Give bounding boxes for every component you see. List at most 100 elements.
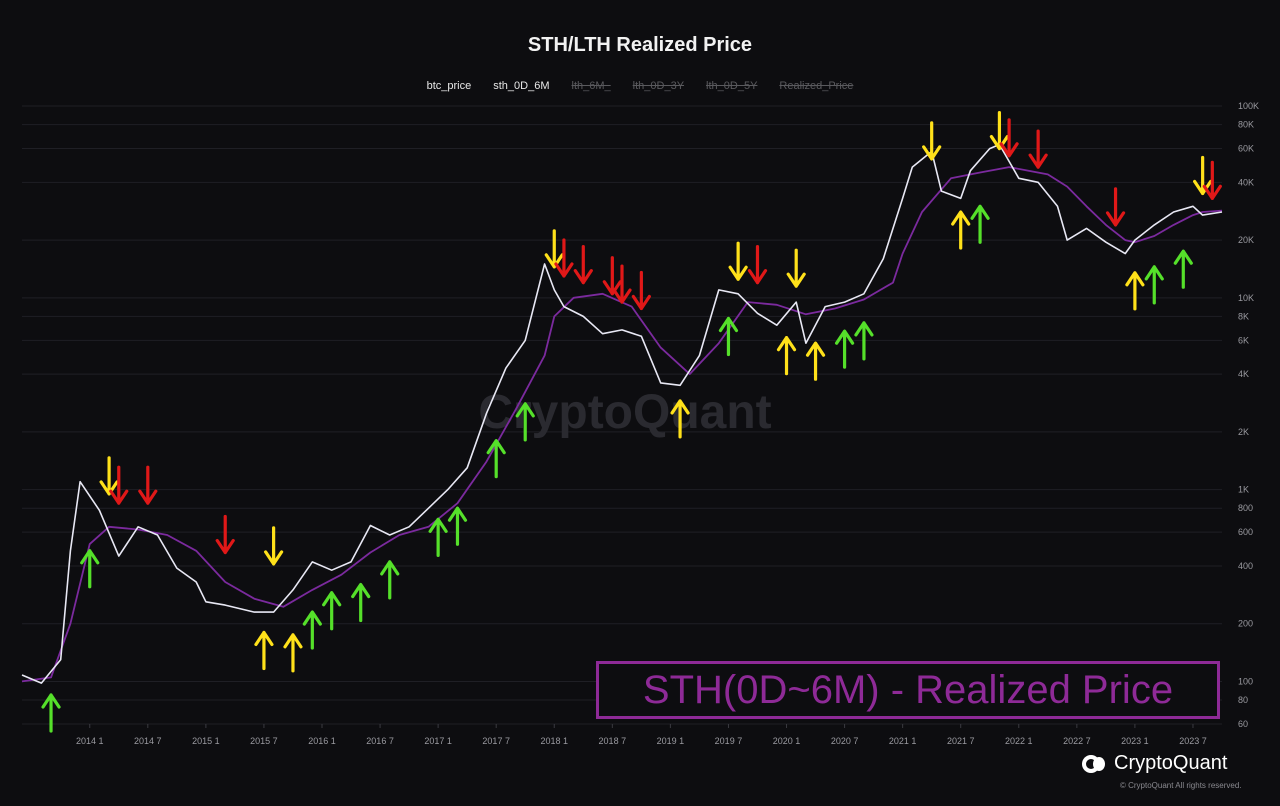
annotation-text: STH(0D~6M) - Realized Price: [642, 668, 1174, 712]
x-tick-label: 2022 7: [1063, 736, 1091, 746]
x-tick-label: 2014 7: [134, 736, 162, 746]
x-tick-label: 2019 1: [657, 736, 685, 746]
arrow-red-down: [573, 245, 593, 285]
arrow-yellow-down: [922, 121, 942, 161]
arrow-green-up: [80, 549, 100, 589]
arrow-red-down: [602, 256, 622, 296]
legend-item-realized-price[interactable]: Realized_Price: [779, 80, 854, 92]
arrow-red-down: [612, 264, 632, 304]
arrow-yellow-down: [1193, 155, 1213, 196]
annotation-box: STH(0D~6M) - Realized Price: [596, 661, 1220, 719]
arrow-red-down: [109, 465, 129, 505]
x-tick-label: 2022 1: [1005, 736, 1033, 746]
y-tick-label: 8K: [1238, 311, 1249, 321]
y-tick-label: 6K: [1238, 335, 1249, 345]
arrow-green-up: [834, 329, 855, 369]
arrow-green-up: [486, 439, 506, 479]
legend: btc_price sth_0D_6M lth_6M_ lth_0D_3Y lt…: [0, 80, 1280, 92]
x-tick-label: 2016 1: [308, 736, 336, 746]
brand-name: CryptoQuant: [1114, 752, 1228, 774]
arrow-green-up: [718, 316, 739, 357]
arrow-green-up: [970, 204, 990, 244]
x-tick-label: 2015 1: [192, 736, 220, 746]
x-tick-label: 2023 7: [1179, 736, 1207, 746]
arrow-red-down: [138, 465, 158, 505]
arrow-yellow-down: [786, 248, 806, 288]
arrow-green-up: [854, 321, 874, 361]
x-tick-label: 2021 7: [947, 736, 975, 746]
x-tick-label: 2023 1: [1121, 736, 1149, 746]
y-tick-label: 80: [1238, 695, 1248, 705]
x-tick-label: 2018 1: [540, 736, 568, 746]
arrow-green-up: [515, 402, 535, 442]
x-tick-label: 2017 7: [482, 736, 510, 746]
legend-item-lth-0d-5y[interactable]: lth_0D_5Y: [706, 80, 758, 92]
x-tick-label: 2015 7: [250, 736, 278, 746]
arrow-green-up: [1173, 249, 1193, 289]
series-line-sth-0d-6m: [21, 166, 1223, 683]
arrow-green-up: [428, 517, 448, 557]
cryptoquant-logo-icon: [1082, 753, 1108, 775]
arrow-markers: [41, 110, 1222, 733]
x-tick-label: 2016 7: [366, 736, 394, 746]
arrow-yellow-up: [951, 210, 971, 250]
y-tick-label: 600: [1238, 527, 1253, 537]
arrow-red-down: [1028, 129, 1048, 169]
arrow-yellow-up: [1125, 271, 1145, 311]
arrow-red-down: [631, 270, 651, 311]
arrow-yellow-up: [283, 633, 303, 673]
x-tick-label: 2020 1: [773, 736, 801, 746]
y-tick-label: 80K: [1238, 120, 1254, 130]
arrow-green-up: [41, 693, 61, 733]
chart-title: STH/LTH Realized Price: [527, 34, 753, 56]
arrow-red-down: [747, 245, 768, 285]
y-tick-label: 60K: [1238, 144, 1254, 154]
arrow-red-down: [215, 514, 235, 555]
y-axis-ticks: 60 80 100 200 400 600 800 1K 2K 4K 6K 8K 10K 20K 40K 60…: [1238, 101, 1259, 729]
arrow-red-down: [554, 238, 574, 278]
watermark: CryptoQuant: [478, 386, 771, 439]
legend-item-btc-price[interactable]: btc_price: [426, 80, 472, 92]
arrow-green-up: [380, 560, 400, 600]
x-tick-label: 2014 1: [76, 736, 104, 746]
y-tick-label: 2K: [1238, 427, 1249, 437]
legend-item-sth-0d-6m[interactable]: sth_0D_6M: [493, 80, 550, 92]
arrow-yellow-down: [99, 456, 119, 496]
arrow-green-up: [302, 610, 322, 650]
legend-item-lth-0d-3y[interactable]: lth_0D_3Y: [632, 80, 685, 92]
y-tick-label: 100K: [1238, 101, 1259, 111]
y-tick-label: 4K: [1238, 369, 1249, 379]
y-tick-label: 100: [1238, 676, 1253, 686]
arrow-yellow-up: [805, 341, 826, 381]
arrow-green-up: [351, 582, 371, 623]
arrow-yellow-down: [264, 526, 284, 566]
y-tick-label: 20K: [1238, 235, 1254, 245]
x-tick-label: 2020 7: [831, 736, 859, 746]
x-axis-ticks: 2014 1 2014 7 2015 1 2015 7 2016 1 2016 7 2017…: [76, 724, 1207, 746]
y-tick-label: 10K: [1238, 293, 1254, 303]
arrow-red-down: [999, 118, 1019, 158]
y-tick-label: 1K: [1238, 485, 1249, 495]
y-tick-label: 60: [1238, 719, 1248, 729]
arrow-red-down: [1202, 160, 1222, 200]
x-tick-label: 2017 1: [424, 736, 452, 746]
y-tick-label: 400: [1238, 561, 1253, 571]
legend-item-lth-6m[interactable]: lth_6M_: [571, 80, 611, 92]
x-tick-label: 2018 7: [599, 736, 627, 746]
series-line-btc-price: [21, 143, 1223, 684]
arrow-green-up: [322, 591, 342, 631]
arrow-yellow-up: [254, 630, 274, 671]
arrow-yellow-up: [776, 336, 797, 376]
arrow-yellow-down: [989, 110, 1010, 151]
copyright: © CryptoQuant All rights reserved.: [1120, 781, 1242, 790]
arrow-green-up: [447, 506, 468, 546]
series-group: [21, 143, 1223, 684]
y-tick-label: 40K: [1238, 177, 1254, 187]
y-tick-label: 800: [1238, 503, 1253, 513]
arrow-yellow-up: [670, 399, 690, 439]
arrow-red-down: [1105, 187, 1126, 227]
arrow-green-up: [1144, 265, 1164, 305]
x-tick-label: 2019 7: [715, 736, 743, 746]
arrow-yellow-down: [728, 241, 748, 281]
arrow-yellow-down: [544, 229, 564, 269]
